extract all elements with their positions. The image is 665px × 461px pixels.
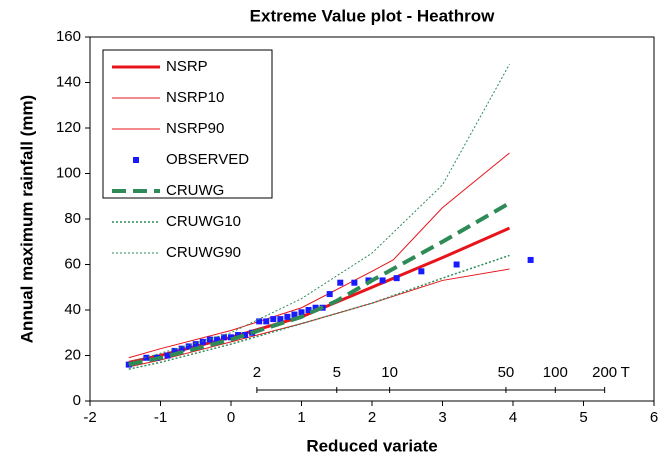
series-line (128, 254, 510, 370)
point (312, 304, 319, 311)
point (277, 316, 284, 323)
legend-label: CRUWG (166, 182, 224, 199)
legend-label: CRUWG90 (166, 244, 241, 261)
rp-tick-label: 50 (498, 364, 515, 381)
point (298, 309, 305, 316)
legend-marker (133, 157, 139, 163)
series-line (128, 201, 511, 367)
point (185, 343, 192, 350)
point (228, 334, 234, 341)
point (326, 291, 333, 298)
point (164, 352, 171, 359)
y-tick-label: 120 (56, 119, 81, 136)
point (220, 334, 227, 341)
x-tick-label: 5 (579, 409, 587, 426)
x-tick-label: 1 (297, 409, 305, 426)
y-tick-label: 80 (64, 210, 81, 227)
legend-label: NSRP10 (166, 89, 224, 106)
y-tick-label: 160 (56, 28, 81, 45)
legend-label: OBSERVED (166, 151, 249, 168)
series-line (128, 64, 510, 363)
legend-label: CRUWG10 (166, 213, 241, 230)
x-tick-label: 0 (227, 409, 235, 426)
legend-label: NSRP (166, 58, 208, 75)
rp-tick-label: 100 (543, 364, 568, 381)
point (206, 336, 213, 343)
point (199, 338, 206, 345)
rp-tick-label: 5 (333, 364, 341, 381)
x-tick-label: -1 (154, 409, 167, 426)
rp-unit: T (621, 364, 630, 381)
rp-tick-label: 200 (592, 364, 617, 381)
x-tick-label: 4 (509, 409, 517, 426)
point (256, 318, 263, 325)
point (284, 313, 291, 320)
y-tick-label: 20 (64, 346, 81, 363)
point (178, 345, 185, 352)
point (263, 318, 270, 325)
point (213, 336, 220, 343)
series-line (128, 152, 510, 359)
point (171, 347, 178, 354)
point (305, 307, 312, 313)
point (242, 332, 249, 339)
point (418, 268, 425, 275)
point (527, 256, 534, 263)
point (337, 279, 344, 286)
point (192, 341, 199, 348)
y-tick-label: 40 (64, 301, 81, 318)
x-tick-label: 6 (650, 409, 658, 426)
x-tick-label: 2 (368, 409, 376, 426)
legend-box (102, 49, 273, 199)
x-axis-label: Reduced variate (306, 436, 437, 455)
point (270, 316, 277, 323)
point (235, 332, 242, 339)
series-line (128, 268, 510, 368)
y-axis-label: Annual maximum rainfall (mm) (17, 95, 36, 343)
point (393, 275, 400, 282)
x-tick-label: 3 (438, 409, 446, 426)
point (351, 279, 358, 286)
y-tick-label: 0 (73, 392, 81, 409)
y-tick-label: 60 (64, 255, 81, 272)
x-tick-label: -2 (83, 409, 96, 426)
legend-label: NSRP90 (166, 120, 224, 137)
rp-tick-label: 2 (253, 364, 261, 381)
point (453, 261, 460, 268)
chart-title: Extreme Value plot - Heathrow (250, 6, 495, 25)
point (143, 354, 150, 361)
y-tick-label: 100 (56, 164, 81, 181)
y-tick-label: 140 (56, 73, 81, 90)
point (379, 277, 386, 284)
point (291, 311, 298, 318)
rp-tick-label: 10 (381, 364, 398, 381)
